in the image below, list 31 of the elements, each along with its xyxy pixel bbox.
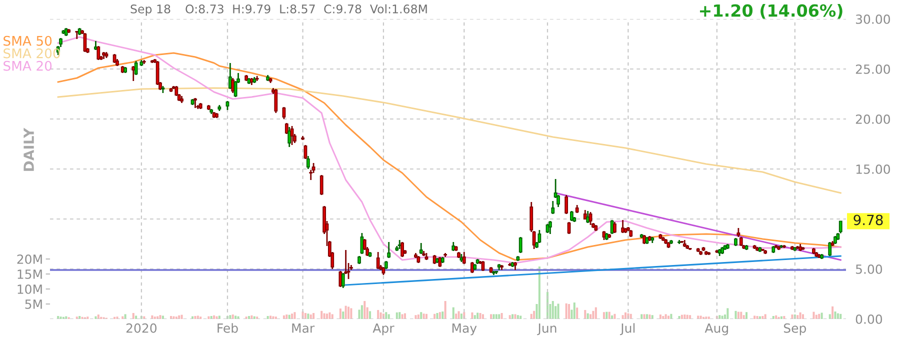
- y2-tick-label: 10M: [18, 284, 42, 294]
- y-tick-label: 0.00: [856, 314, 882, 324]
- x-tick-label: Aug: [704, 324, 728, 336]
- y-tick-label: 25.00: [856, 64, 890, 74]
- x-tick-label: Jul: [620, 323, 635, 336]
- x-tick-label: Sep: [784, 323, 806, 336]
- y-tick-label: 5.00: [856, 264, 882, 274]
- y2-tick-label: 5M: [25, 300, 42, 309]
- text: H:9.79: [233, 4, 270, 14]
- annotation: 9.78: [854, 214, 883, 226]
- x-tick-label: Mar: [292, 324, 315, 333]
- text: Vol:1.68M: [370, 4, 427, 14]
- text: Sep 18: [130, 4, 170, 16]
- text: +1.20 (14.06%): [700, 4, 842, 19]
- text: SMA 50: [4, 36, 52, 46]
- text: C:9.78: [324, 4, 362, 14]
- series-label: SMA 20: [4, 60, 52, 71]
- text: DAILY: [24, 128, 34, 171]
- y2-tick-label: 15M: [18, 270, 42, 279]
- x-tick-label: Apr: [372, 324, 394, 336]
- x-tick-label: May: [452, 324, 477, 336]
- y-tick-label: 15.00: [856, 164, 890, 174]
- text: SMA 200: [4, 48, 60, 58]
- y-tick-label: 30.00: [856, 14, 890, 24]
- x-tick-label: 2020: [126, 323, 157, 333]
- text: L:8.57: [280, 4, 315, 14]
- y2-tick-label: 20M: [17, 254, 42, 264]
- text: O:8.73: [186, 4, 224, 14]
- x-tick-label: Feb: [218, 323, 238, 333]
- y-tick-label: 20.00: [856, 114, 890, 124]
- x-tick-label: Jun: [537, 324, 556, 336]
